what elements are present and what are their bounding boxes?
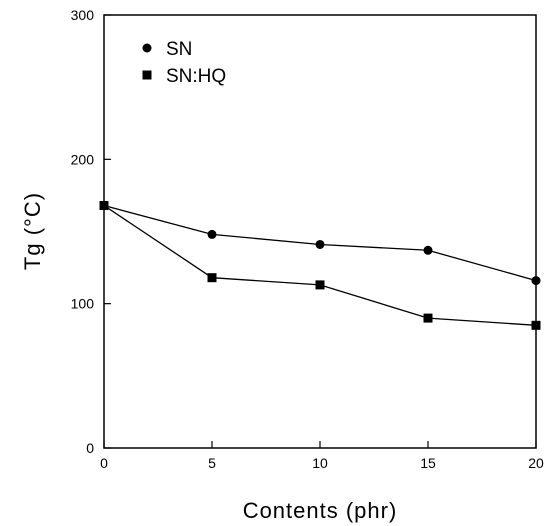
y-axis-title: Tg (°C) bbox=[20, 192, 45, 270]
x-axis-title: Contents (phr) bbox=[243, 498, 398, 523]
y-axis: 0 100 200 300 bbox=[71, 7, 111, 456]
series-2-point bbox=[423, 313, 433, 323]
legend: SN SN:HQ bbox=[142, 39, 226, 87]
x-axis: 0 5 10 15 20 bbox=[100, 441, 544, 471]
series-1-point bbox=[315, 239, 325, 249]
x-tick-label: 0 bbox=[100, 455, 108, 471]
series-1-point bbox=[423, 245, 433, 255]
y-tick-label: 100 bbox=[71, 296, 95, 312]
legend-label-sn: SN bbox=[166, 39, 192, 60]
legend-marker-sn-hq bbox=[142, 70, 152, 80]
series-2-point bbox=[315, 280, 325, 290]
y-tick-label: 300 bbox=[71, 7, 95, 23]
legend-marker-sn bbox=[142, 43, 152, 53]
series-1-point bbox=[531, 276, 541, 286]
series-layer bbox=[99, 201, 541, 330]
x-tick-label: 15 bbox=[420, 455, 436, 471]
legend-label-sn-hq: SN:HQ bbox=[166, 66, 226, 87]
y-tick-label: 200 bbox=[71, 151, 95, 167]
series-1-point bbox=[207, 229, 217, 239]
series-2-point bbox=[99, 201, 109, 211]
series-2-point bbox=[207, 273, 217, 283]
x-tick-label: 10 bbox=[312, 455, 328, 471]
y-tick-label: 0 bbox=[86, 440, 94, 456]
series-2-point bbox=[531, 320, 541, 330]
x-tick-label: 20 bbox=[528, 455, 544, 471]
x-tick-label: 5 bbox=[208, 455, 216, 471]
